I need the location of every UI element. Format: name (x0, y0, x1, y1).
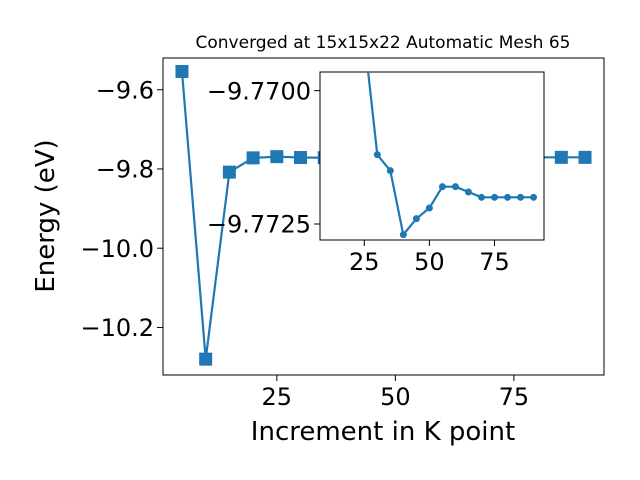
inset-x-tick-label: 25 (349, 248, 380, 276)
main-data-point (246, 151, 260, 165)
main-data-point (222, 165, 236, 179)
inset-y-tick-label: −9.7700 (207, 77, 311, 105)
inset-data-point (517, 193, 525, 201)
inset-data-point (438, 183, 446, 191)
main-y-tick-label: −9.8 (96, 156, 154, 184)
inset-data-point (425, 204, 433, 212)
y-axis-label: Energy (eV) (31, 139, 61, 292)
inset-series-group (367, 72, 538, 239)
inset-data-point (477, 193, 485, 201)
main-data-point (578, 150, 592, 164)
main-data-point (199, 352, 213, 366)
main-data-point (175, 64, 189, 78)
inset-data-point (504, 193, 512, 201)
inset-data-point (451, 183, 459, 191)
inset-x-tick-label: 50 (414, 248, 445, 276)
inset-y-tick-label: −9.7725 (207, 211, 311, 239)
inset-data-point (464, 188, 472, 196)
inset-data-point (491, 193, 499, 201)
main-y-tick-label: −9.6 (96, 76, 154, 104)
chart-title: Converged at 15x15x22 Automatic Mesh 65 (196, 33, 571, 53)
main-x-tick-label: 25 (262, 383, 293, 411)
inset-plot-area (319, 71, 545, 241)
main-data-point (554, 150, 568, 164)
main-data-point (294, 151, 308, 165)
x-axis-label: Increment in K point (251, 417, 515, 447)
main-y-tick-label: −10.0 (80, 235, 154, 263)
inset-y-axis: −9.7725 −9.7700 (207, 77, 320, 239)
main-x-tick-label: 75 (499, 383, 530, 411)
main-x-axis: 25 50 75 (262, 375, 530, 411)
inset-data-point (373, 151, 381, 159)
main-data-point (270, 150, 284, 164)
inset-x-axis: 25 50 75 (349, 240, 510, 276)
main-x-tick-label: 50 (380, 383, 411, 411)
inset-data-point (412, 215, 420, 223)
main-y-axis: −9.6 −9.8 −10.0 −10.2 (80, 76, 163, 342)
main-y-tick-label: −10.2 (80, 314, 154, 342)
inset-data-point (399, 231, 407, 239)
inset-x-tick-label: 75 (479, 248, 510, 276)
inset-data-point (530, 193, 538, 201)
inset-chart: 25 50 75 −9.7725 −9.7700 (207, 71, 545, 276)
inset-data-point (386, 167, 394, 175)
